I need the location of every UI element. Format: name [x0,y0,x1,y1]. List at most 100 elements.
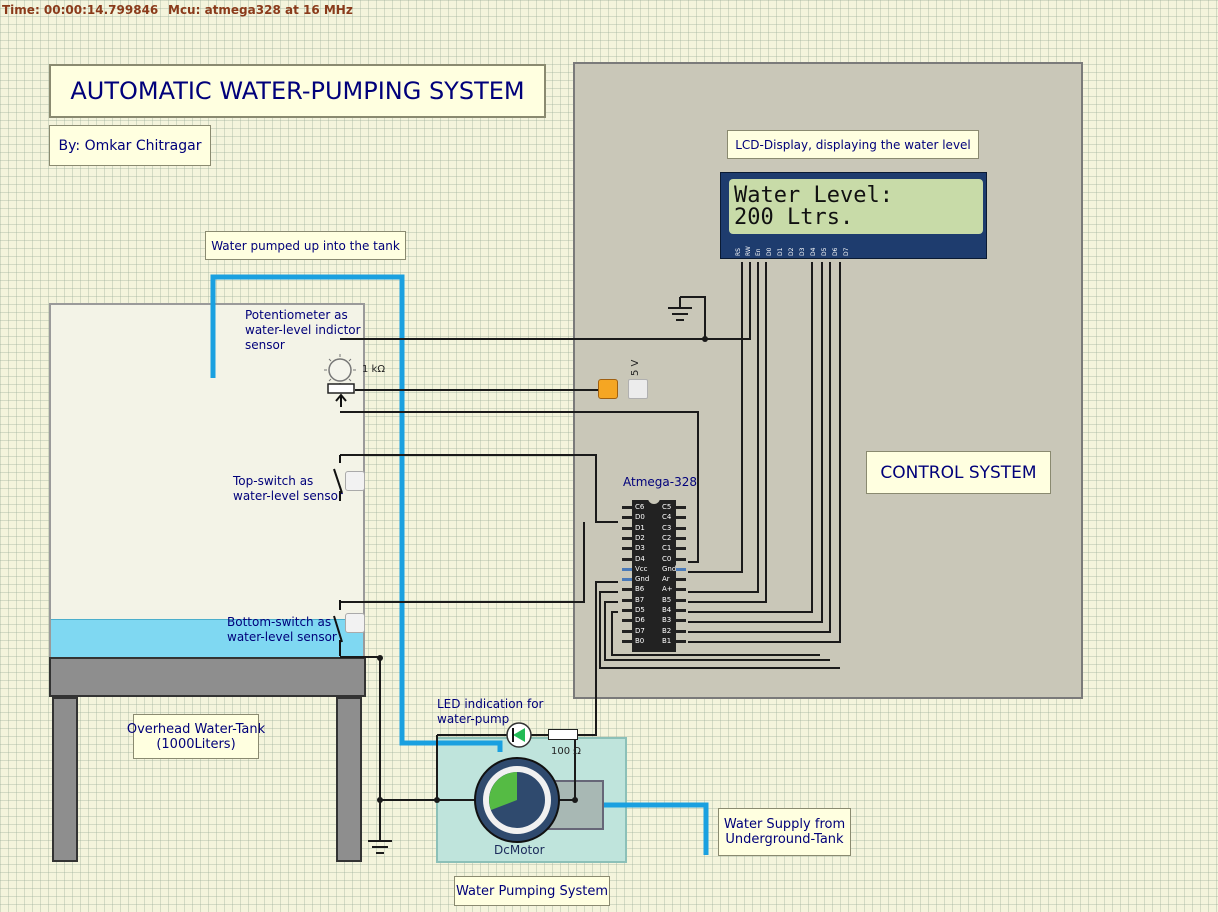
chip-pin-right [676,588,686,591]
resistor-value: 100 Ω [551,746,581,757]
chip-pin-label: D2 [635,534,645,542]
potentiometer[interactable] [312,348,372,408]
chip-pin-right [676,578,686,581]
chip-pin-label: Ar [662,575,670,583]
pot-caption: Potentiometer as water-level indictor se… [245,308,361,352]
supply-5v-source [598,379,618,399]
chip-pin-label: B2 [662,627,672,635]
led-resistor [548,729,578,740]
chip-pin-right [676,558,686,561]
chip-pin-label: B1 [662,637,672,645]
chip-pin-left [622,609,632,612]
atmega-chip[interactable] [632,496,676,652]
chip-pin-label: C1 [662,544,672,552]
chip-pin-left [622,599,632,602]
chip-pin-label: Vcc [635,565,648,573]
bottom-switch-button[interactable] [345,613,365,633]
control-system-label: CONTROL SYSTEM [866,451,1051,494]
chip-pin-right [676,630,686,633]
chip-pin-label: B0 [635,637,645,645]
chip-pin-label: D0 [635,513,645,521]
supply-label: Water Supply from Underground-Tank [718,808,851,856]
chip-pin-right [676,568,686,571]
chip-pin-right [676,506,686,509]
lcd-line-1: Water Level: [734,183,893,208]
lcd-pin: RW [745,246,752,256]
chip-pin-right [676,527,686,530]
chip-pin-right [676,609,686,612]
chip-pin-left [622,558,632,561]
pump-led [506,722,532,748]
lcd-pin: D2 [788,247,795,256]
chip-pin-label: B6 [635,585,645,593]
chip-pin-label: D7 [635,627,645,635]
supply-5v-label: 5 V [630,359,641,376]
lcd-pin: D7 [843,247,850,256]
lcd-pin: D0 [766,247,773,256]
motor-label: DcMotor [494,843,545,857]
chip-pin-label: C3 [662,524,672,532]
chip-pin-label: C2 [662,534,672,542]
chip-pin-right [676,640,686,643]
tank-stand-top [49,657,366,697]
lcd-pin: D1 [777,247,784,256]
author-label: By: Omkar Chitragar [49,125,211,166]
water-pipes [210,274,709,855]
chip-pin-left [622,619,632,622]
top-switch-caption: Top-switch as water-level sensor [233,474,343,503]
chip-pin-label: D1 [635,524,645,532]
chip-pin-label: A+ [662,585,673,593]
chip-pin-label: D3 [635,544,645,552]
chip-pin-left [622,640,632,643]
chip-pin-label: B3 [662,616,672,624]
lcd-pin: D4 [810,247,817,256]
pumped-caption: Water pumped up into the tank [205,231,406,260]
lcd-screen: Water Level: 200 Ltrs. [729,179,983,234]
tank-leg-left [52,697,78,862]
pot-value: 1 kΩ [362,364,385,375]
lcd-caption: LCD-Display, displaying the water level [727,130,979,159]
chip-pin-left [622,547,632,550]
chip-pin-left [622,568,632,571]
mcu-label: Atmega-328 [623,475,697,489]
dc-motor[interactable] [473,756,563,846]
chip-pin-label: Gnd [662,565,677,573]
bottom-switch[interactable] [330,600,370,656]
chip-pin-left [622,630,632,633]
mcu-info: Mcu: atmega328 at 16 MHz [168,3,353,17]
chip-pin-left [622,527,632,530]
chip-pin-label: D4 [635,555,645,563]
lcd-pin: RS [735,248,742,256]
page-title: AUTOMATIC WATER-PUMPING SYSTEM [49,64,546,118]
lcd-pin: D3 [799,247,806,256]
top-switch-button[interactable] [345,471,365,491]
tank-leg-right [336,697,362,862]
chip-pin-label: B4 [662,606,672,614]
chip-pin-left [622,578,632,581]
bottom-switch-caption: Bottom-switch as water-level sensor [227,615,337,644]
lcd-line-2: 200 Ltrs. [734,205,854,230]
lcd-pin: D6 [832,247,839,256]
chip-pin-label: D6 [635,616,645,624]
junction-dots [377,336,708,803]
chip-pin-label: Gnd [635,575,650,583]
chip-pin-label: C0 [662,555,672,563]
top-switch[interactable] [330,455,370,503]
wires [340,262,841,835]
pump-system-label: Water Pumping System [454,876,610,906]
lcd-display[interactable]: Water Level: 200 Ltrs. RS RW En D0 D1 D2… [720,172,987,259]
chip-pin-right [676,599,686,602]
chip-pin-left [622,588,632,591]
ground-symbols [368,297,692,854]
chip-pin-right [676,537,686,540]
chip-pin-label: C6 [635,503,645,511]
supply-5v-toggle[interactable] [628,379,648,399]
chip-pin-right [676,547,686,550]
led-caption: LED indication for water-pump [437,697,544,726]
sim-time: Time: 00:00:14.799846 [2,3,159,17]
chip-pin-label: B5 [662,596,672,604]
lcd-pin: D5 [821,247,828,256]
chip-pin-label: C4 [662,513,672,521]
chip-pin-left [622,516,632,519]
